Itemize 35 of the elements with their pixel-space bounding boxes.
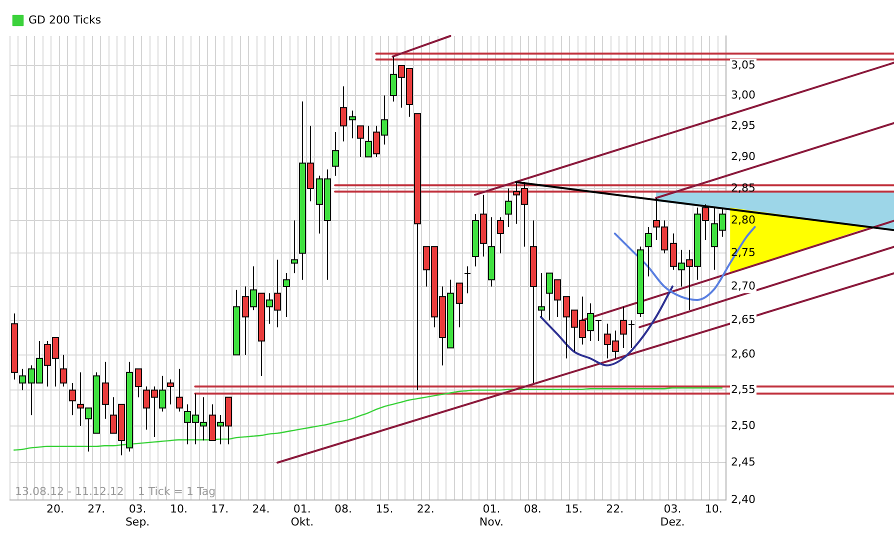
x-tick-label: 24. [252,502,270,516]
candlestick [464,266,471,294]
y-tick-label: 2,90 [731,150,756,163]
y-tick-label: 2,60 [731,348,756,361]
x-tick-label: 20. [46,502,64,516]
line-series [540,285,674,366]
annotation: 13.08.12 - 11.12.12 [15,485,124,498]
x-tick-label: 15. [564,502,582,516]
line-series [614,226,756,301]
x-tick-label: 10. [704,502,722,516]
y-tick-label: 2,55 [731,382,756,396]
y-tick-label: 2,45 [731,455,756,468]
y-tick-label: 2,40 [731,492,756,506]
x-tick-label: 22. [606,502,624,516]
y-tick-label: 3,05 [731,58,756,72]
line-series [13,387,723,451]
legend-label: GD 200 Ticks [28,13,102,26]
x-tick-label: 03. Dez. [660,502,685,529]
y-tick-label: 3,00 [731,88,756,102]
y-tick-label: 2,80 [731,213,756,226]
y-tick-label: 2,65 [731,313,756,326]
x-tick-label: 15. [376,502,394,516]
x-tick-label: 08. [524,502,542,516]
y-tick-label: 2,50 [731,418,756,432]
x-tick-label: 27. [88,502,106,516]
x-tick-label: 03. Sep. [125,502,150,529]
y-tick-label: 2,70 [731,279,756,292]
x-tick-label: 22. [416,502,434,516]
x-tick-label: 17. [211,502,229,516]
annotation: 1 Tick = 1 Tag [138,485,216,498]
x-tick-label: 10. [170,502,188,516]
x-tick-label: 01. Okt. [290,502,314,529]
y-tick-label: 2,95 [731,118,756,132]
x-tick-label: 08. [334,502,352,516]
x-tick-label: 01. Nov. [479,502,504,529]
